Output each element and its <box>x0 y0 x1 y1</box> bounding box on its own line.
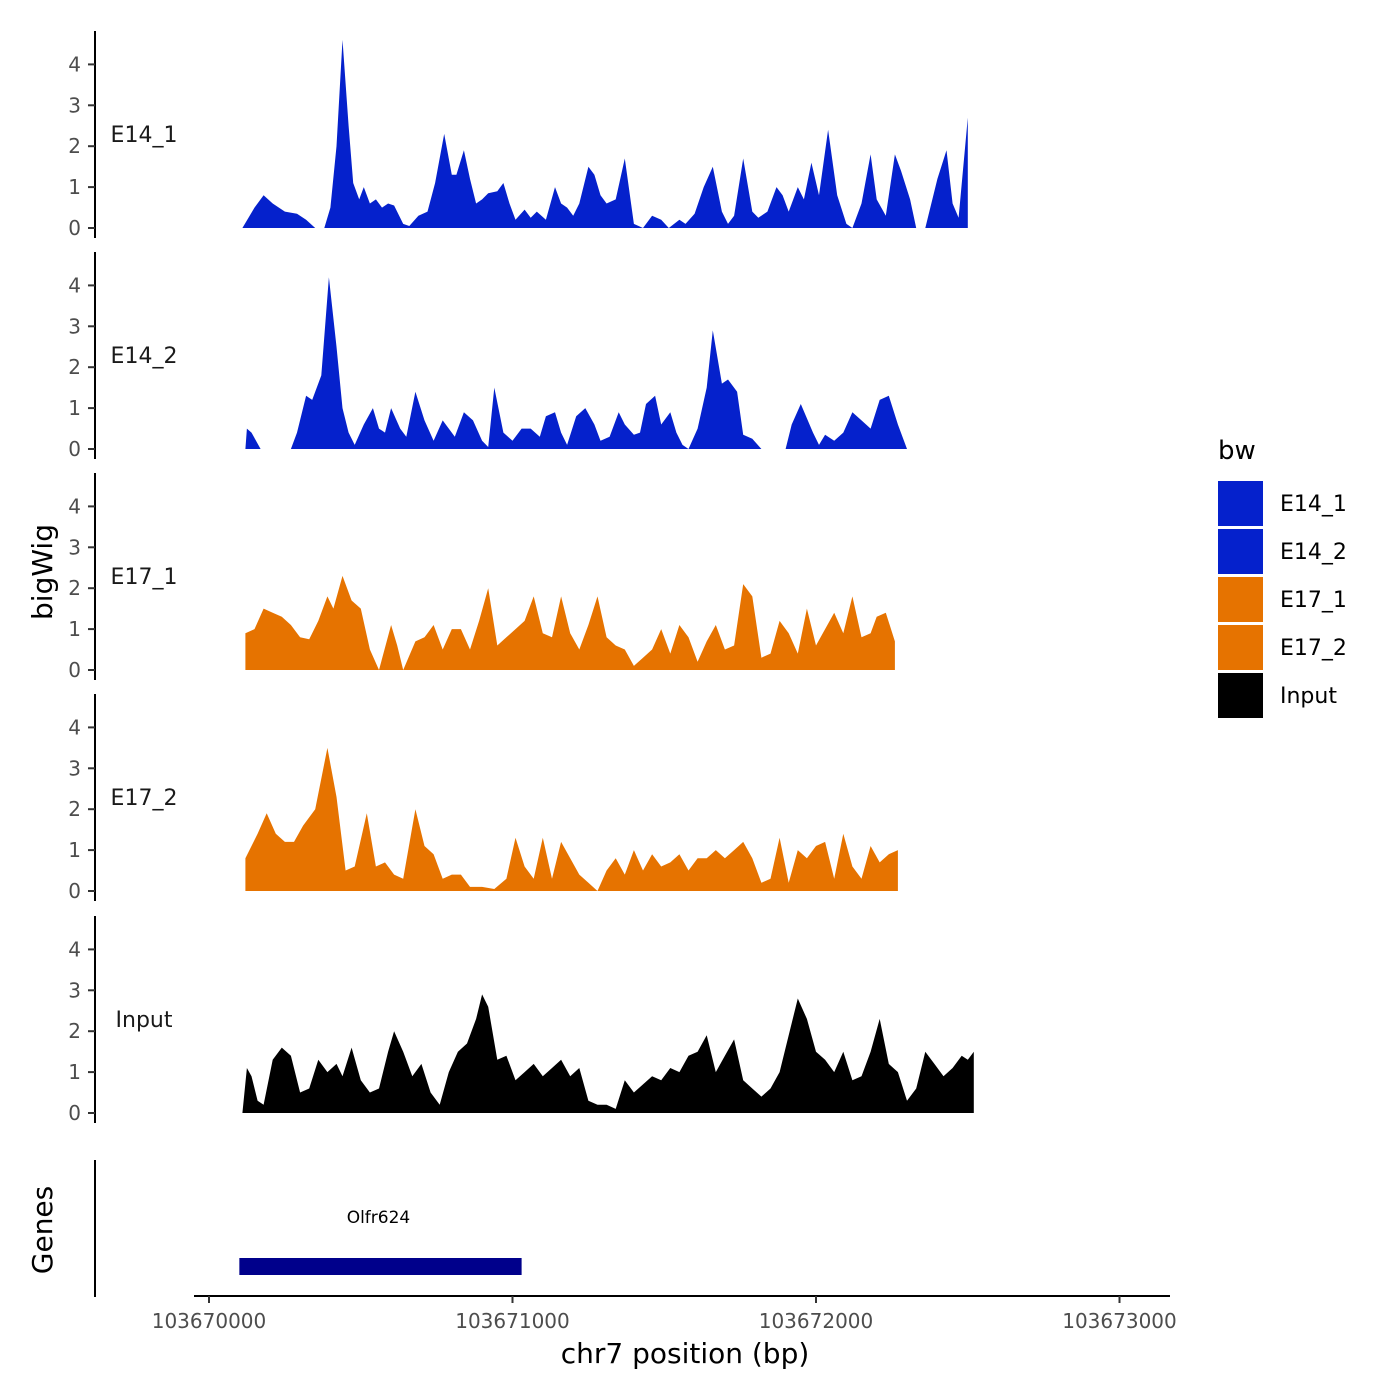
legend-key-E17_2 <box>1218 625 1263 670</box>
y-tick-label: 0 <box>68 437 81 461</box>
y-tick-label: 2 <box>68 134 81 158</box>
gene-label: Olfr624 <box>347 1208 411 1228</box>
track-label: E17_2 <box>111 786 178 811</box>
legend-label: E14_1 <box>1280 492 1347 517</box>
x-axis: 103670000 103671000 103672000 103673000 <box>152 1295 1177 1333</box>
y-tick-label: 1 <box>68 1060 81 1084</box>
y-tick-label: 4 <box>68 715 81 739</box>
legend-label: Input <box>1280 684 1337 709</box>
track-E17_2: 0 1 2 3 4 E17_2 <box>68 694 898 903</box>
y-tick-label: 2 <box>68 576 81 600</box>
y-tick-label: 1 <box>68 838 81 862</box>
y-tick-label: 0 <box>68 879 81 903</box>
track-E17_1: 0 1 2 3 4 E17_1 <box>68 473 895 682</box>
legend-label: E17_1 <box>1280 588 1347 613</box>
y-tick-label: 3 <box>68 756 81 780</box>
y-tick-label: 2 <box>68 797 81 821</box>
legend-label: E14_2 <box>1280 540 1347 565</box>
track-E14_1: 0 1 2 3 4 E14_1 <box>68 31 968 240</box>
x-axis-title: chr7 position (bp) <box>561 1337 810 1370</box>
coverage-area-E14_2 <box>245 277 907 449</box>
x-tick-label: 103673000 <box>1062 1309 1177 1333</box>
y-tick-label: 1 <box>68 617 81 641</box>
legend-label: E17_2 <box>1280 636 1347 661</box>
y-tick-label: 3 <box>68 93 81 117</box>
genes-track-title: Genes <box>26 1186 59 1274</box>
track-E14_2: 0 1 2 3 4 E14_2 <box>68 252 907 461</box>
y-tick-label: 4 <box>68 273 81 297</box>
legend-key-E17_1 <box>1218 577 1263 622</box>
y-tick-label: 2 <box>68 1019 81 1043</box>
track-label: Input <box>116 1008 173 1033</box>
y-tick-label: 4 <box>68 52 81 76</box>
track-Input: 0 1 2 3 4 Input <box>68 916 974 1125</box>
y-tick-label: 0 <box>68 658 81 682</box>
gene-body-Olfr624 <box>239 1258 522 1275</box>
y-tick-label: 3 <box>68 978 81 1002</box>
coverage-tracks: 0 1 2 3 4 E14_1 0 1 2 3 4 E14_2 0 1 2 3 4 E17_1 0 1 2 3 4 E17_2… <box>68 31 974 1125</box>
y-tick-label: 2 <box>68 355 81 379</box>
y-tick-label: 3 <box>68 535 81 559</box>
coverage-area-Input <box>242 994 974 1113</box>
genes-panel: Olfr624 <box>94 1160 522 1297</box>
y-tick-label: 4 <box>68 937 81 961</box>
legend-key-E14_2 <box>1218 529 1263 574</box>
track-label: E17_1 <box>111 565 178 590</box>
legend-title: bw <box>1218 436 1256 466</box>
y-tick-label: 0 <box>68 216 81 240</box>
x-tick-label: 103670000 <box>152 1309 267 1333</box>
y-tick-label: 0 <box>68 1101 81 1125</box>
legend: bw E14_1 E14_2 E17_1 E17_2 Input <box>1218 436 1347 718</box>
track-label: E14_1 <box>111 123 178 148</box>
y-tick-label: 4 <box>68 494 81 518</box>
coverage-area-E14_1 <box>242 39 968 229</box>
track-label: E14_2 <box>111 344 178 369</box>
x-tick-label: 103671000 <box>455 1309 570 1333</box>
x-tick-label: 103672000 <box>759 1309 874 1333</box>
y-tick-label: 1 <box>68 396 81 420</box>
y-axis-title: bigWig <box>26 524 59 620</box>
legend-key-Input <box>1218 673 1263 718</box>
y-tick-label: 3 <box>68 314 81 338</box>
legend-key-E14_1 <box>1218 481 1263 526</box>
y-tick-label: 1 <box>68 175 81 199</box>
coverage-area-E17_2 <box>245 747 898 891</box>
coverage-area-E17_1 <box>245 575 895 670</box>
